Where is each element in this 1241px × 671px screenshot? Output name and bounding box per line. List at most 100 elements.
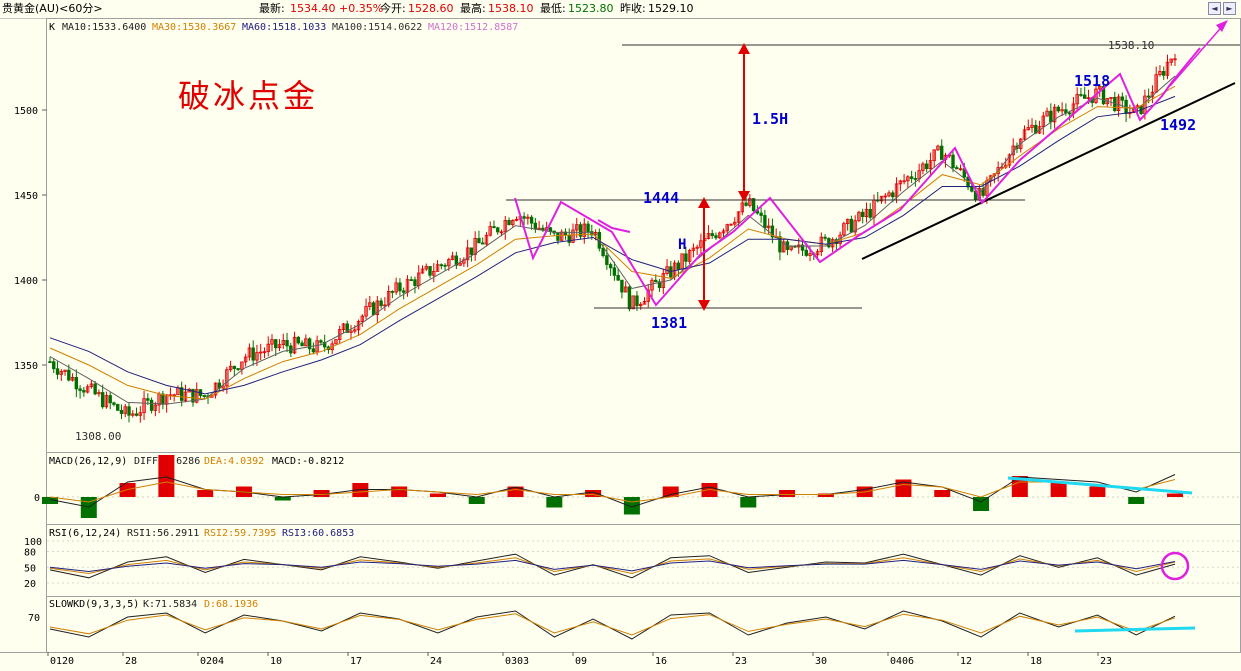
candle-body	[718, 232, 722, 239]
candle	[401, 287, 406, 300]
rsi-tick-label-1: 50	[24, 563, 36, 574]
candle-body	[435, 264, 440, 272]
candle-body	[259, 351, 263, 354]
candle-body	[285, 339, 289, 347]
candle	[394, 277, 398, 295]
candle	[93, 381, 97, 396]
candle-body	[364, 306, 368, 317]
candle-body	[480, 242, 485, 245]
low-label: 最低:	[540, 2, 566, 15]
candle-body	[255, 352, 259, 361]
candle-body	[654, 279, 658, 283]
macd-layer	[42, 455, 1183, 518]
candle	[608, 262, 613, 276]
candle	[669, 260, 673, 280]
candle	[473, 231, 477, 261]
candle-body	[93, 383, 97, 395]
candle-body	[59, 371, 63, 375]
candle-body	[940, 145, 944, 160]
candle	[650, 277, 654, 298]
candle-body	[496, 227, 500, 233]
legend-k: K	[49, 22, 55, 33]
candle	[277, 339, 282, 352]
candle-body	[808, 253, 812, 256]
candle-body	[1082, 94, 1087, 99]
candle	[55, 361, 60, 380]
candle-body	[601, 247, 605, 257]
candle	[733, 217, 737, 227]
candle	[627, 285, 632, 312]
candle	[958, 164, 963, 171]
candle-body	[849, 218, 854, 233]
candle	[744, 197, 748, 207]
x-tick-label-8: 16	[655, 656, 667, 667]
scroll-right-button[interactable]: ►	[1223, 2, 1236, 15]
annotation-layer: 破冰点金 1.5H H 1444 1381 1518 1492 1538.10 …	[75, 20, 1240, 633]
candle	[89, 380, 94, 389]
price-tick-label-0: 1350	[14, 361, 38, 372]
candle-body	[469, 247, 474, 255]
candle	[405, 275, 410, 297]
candle-body	[48, 361, 52, 364]
macd-bar	[1011, 476, 1028, 497]
candle-body	[575, 224, 579, 231]
candle-body	[909, 176, 914, 179]
candle	[785, 239, 790, 256]
kd-legend: SLOWKD(9,3,3,5) K:71.5834 D:68.1936	[49, 599, 258, 610]
rsi-line-rsi3	[49, 559, 1176, 573]
candle	[503, 215, 507, 240]
candle	[108, 392, 112, 410]
candle-body	[620, 279, 624, 293]
candle	[379, 297, 383, 309]
candle	[1060, 102, 1064, 117]
legend-ma60: MA60:1518.1033	[242, 22, 326, 33]
candle	[48, 356, 52, 364]
candle	[1052, 103, 1057, 129]
candle	[63, 369, 67, 376]
candle-body	[1052, 106, 1057, 123]
x-tick-label-10: 30	[815, 656, 827, 667]
candles-layer	[48, 53, 1177, 423]
candle-body	[458, 262, 462, 266]
candle	[830, 237, 835, 252]
candle	[699, 233, 703, 254]
candle	[729, 223, 733, 227]
main-legend: K MA10:1533.6400 MA30:1530.3667 MA60:151…	[49, 22, 518, 33]
candle	[469, 247, 474, 262]
candle-body	[112, 402, 116, 405]
candle	[480, 237, 485, 245]
macd-bar	[895, 479, 912, 497]
price-tick-label-3: 1500	[14, 106, 38, 117]
candle	[251, 340, 255, 366]
candle-body	[815, 251, 820, 256]
candle-body	[958, 168, 963, 171]
macd-bar	[1089, 486, 1106, 497]
candle-body	[100, 392, 105, 408]
candle-body	[443, 264, 447, 267]
candle	[1082, 86, 1087, 99]
scroll-left-button[interactable]: ◄	[1208, 2, 1221, 15]
candle	[909, 170, 914, 184]
candle-body	[507, 220, 511, 226]
candle-body	[67, 369, 71, 381]
candle	[563, 228, 568, 240]
candle	[736, 211, 741, 228]
candle	[1158, 65, 1162, 77]
kd-legend-d: D:68.1936	[204, 599, 258, 610]
candle-body	[492, 226, 496, 229]
candle-body	[52, 361, 56, 370]
candle-body	[864, 208, 869, 217]
candle-body	[932, 149, 936, 162]
x-tick-label-11: 0406	[890, 656, 914, 667]
candle	[721, 228, 726, 238]
candle-body	[341, 323, 346, 330]
candle-body	[766, 225, 771, 229]
macd-bar	[507, 486, 524, 497]
support-trendline	[861, 82, 1236, 260]
rsi-legend-name: RSI(6,12,24)	[49, 528, 121, 539]
candle	[100, 384, 105, 409]
candle	[1030, 118, 1034, 133]
candle-body	[759, 212, 763, 216]
candle	[861, 208, 865, 224]
